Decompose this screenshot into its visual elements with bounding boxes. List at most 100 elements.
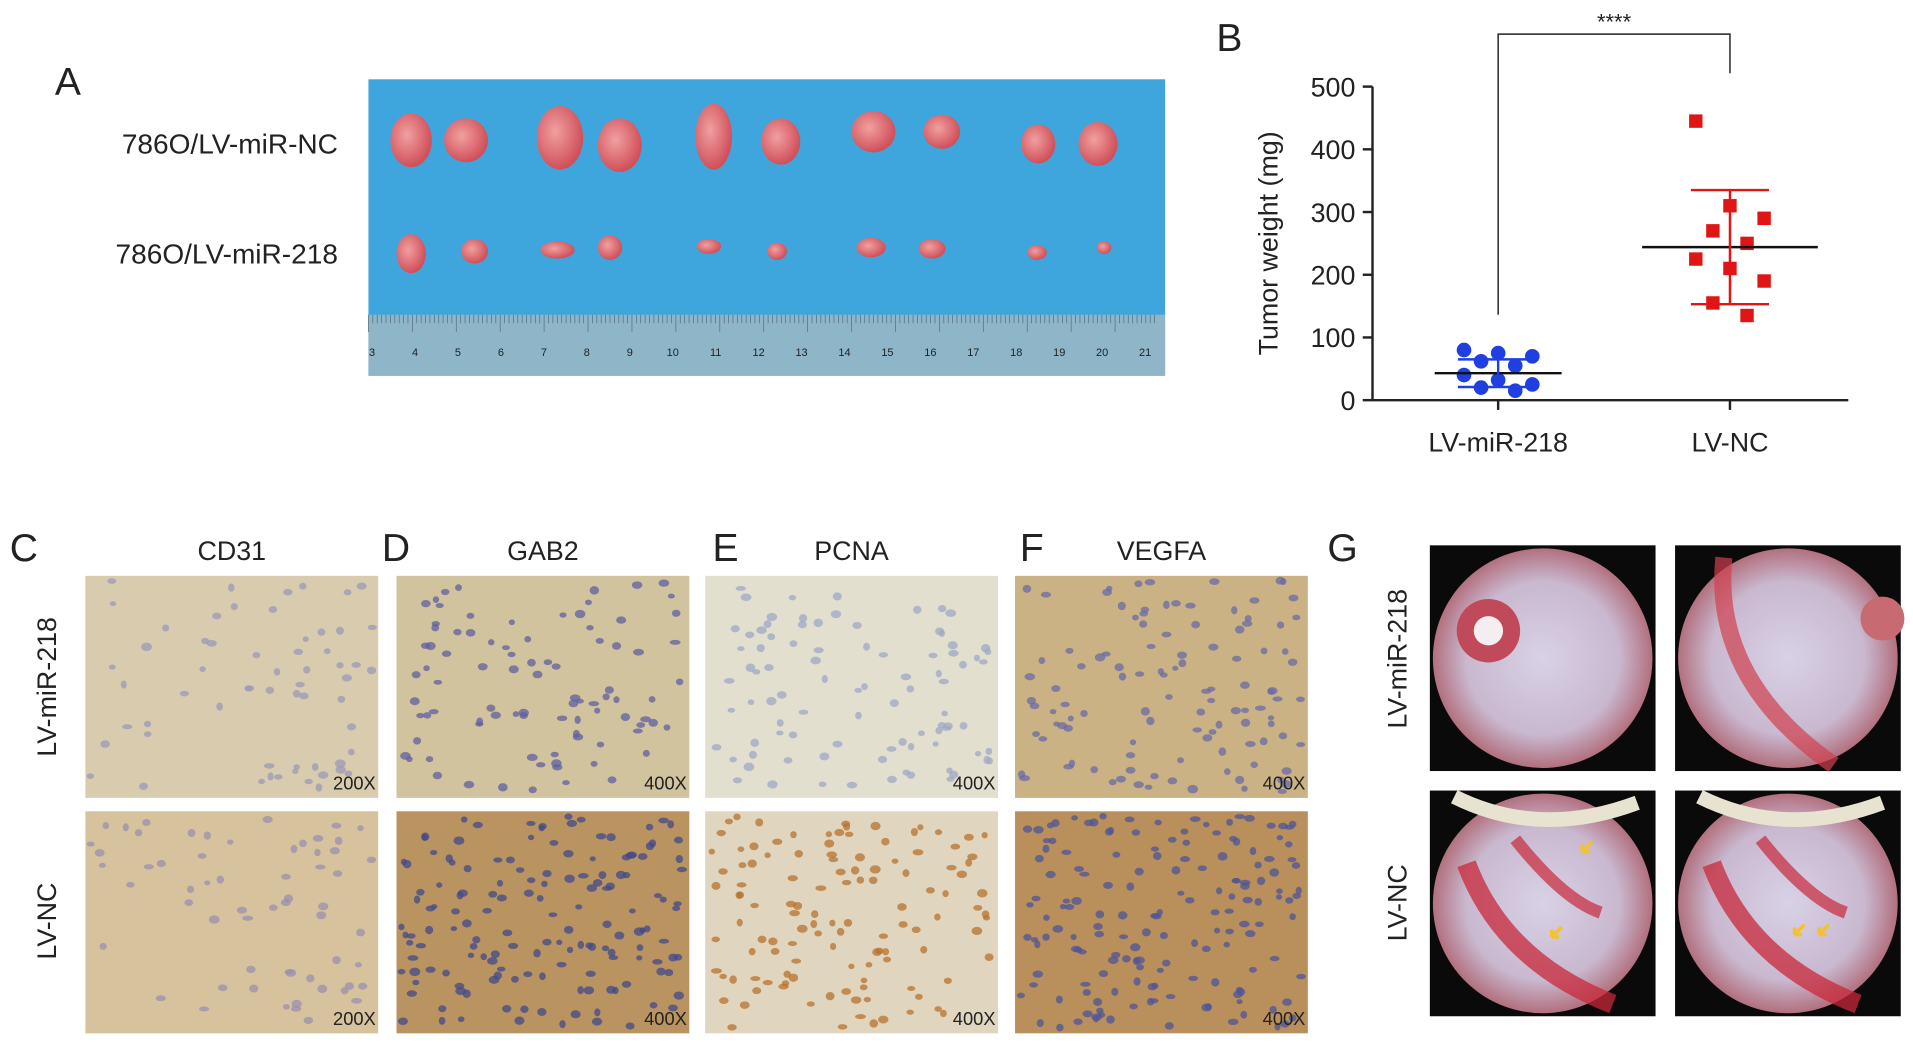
nucleus [1278, 732, 1288, 740]
nucleus [496, 894, 507, 902]
nucleus [337, 695, 346, 703]
nucleus [672, 905, 681, 912]
nucleus [1146, 716, 1155, 726]
nucleus [981, 832, 988, 839]
nucleus [1106, 1015, 1115, 1024]
nucleus [868, 876, 878, 885]
nucleus [397, 1017, 408, 1025]
nucleus [457, 1016, 465, 1023]
nucleus [1150, 846, 1160, 852]
nucleus [1130, 943, 1141, 952]
data-point [1456, 367, 1472, 383]
nucleus [963, 833, 974, 841]
tumor [761, 118, 801, 165]
figure-content: A 786O/LV-miR-NC 786O/LV-miR-218 3 4 5 6 7 8 9 10 1… [10, 9, 1905, 1034]
nucleus [335, 626, 344, 635]
nucleus [1288, 1014, 1297, 1022]
ruler-label: 12 [752, 347, 764, 359]
nucleus [402, 859, 412, 869]
nucleus [708, 848, 716, 855]
magnification: 400X [644, 1008, 687, 1029]
nucleus [907, 985, 916, 992]
nucleus [950, 843, 961, 850]
nucleus [227, 583, 235, 592]
nucleus [865, 962, 873, 968]
nucleus [1244, 814, 1255, 822]
y-tick-label: 300 [1311, 198, 1356, 228]
nucleus [486, 704, 496, 712]
nucleus [463, 780, 475, 789]
nucleus [559, 1020, 566, 1029]
nucleus [1034, 940, 1041, 949]
nucleus [898, 921, 908, 928]
nucleus [1125, 766, 1136, 774]
nucleus [1254, 861, 1262, 869]
nucleus [432, 596, 440, 604]
nucleus [356, 582, 367, 590]
magnification: 400X [953, 772, 996, 793]
ruler-label: 21 [1139, 347, 1151, 359]
nucleus [126, 881, 135, 888]
nucleus [1240, 681, 1250, 689]
nucleus [562, 780, 570, 786]
nucleus [1234, 814, 1246, 820]
nucleus [230, 603, 238, 611]
nucleus [636, 944, 644, 951]
nucleus [830, 610, 842, 619]
nucleus [548, 912, 558, 918]
nucleus [201, 637, 210, 645]
nucleus [605, 882, 615, 891]
nucleus [648, 696, 656, 703]
nucleus [438, 1005, 447, 1013]
data-point [1490, 345, 1506, 361]
nucleus [346, 723, 357, 731]
nucleus [1238, 920, 1250, 928]
nucleus [107, 578, 117, 584]
nucleus [406, 990, 418, 997]
nucleus [1048, 837, 1057, 845]
ruler-label: 10 [667, 347, 679, 359]
nucleus [331, 822, 342, 829]
ihc-image [1015, 575, 1308, 798]
significance: **** [1597, 9, 1632, 34]
nucleus [1073, 1018, 1083, 1025]
magnification: 400X [953, 1008, 996, 1029]
nucleus [1215, 720, 1223, 729]
nucleus [814, 930, 823, 937]
nucleus [477, 663, 488, 671]
nucleus [508, 942, 519, 950]
nucleus [1282, 998, 1292, 1006]
nucleus [1154, 819, 1162, 826]
nucleus [430, 850, 438, 856]
nucleus [197, 853, 207, 859]
nucleus [841, 879, 852, 886]
nucleus [1177, 757, 1185, 764]
nucleus [122, 823, 129, 832]
nucleus [299, 839, 307, 848]
nucleus [472, 936, 481, 944]
nucleus [613, 696, 620, 704]
nucleus [487, 639, 495, 646]
nucleus [102, 822, 110, 830]
nucleus [1042, 844, 1050, 853]
nucleus [1245, 930, 1256, 938]
nucleus [750, 738, 760, 747]
nucleus [413, 737, 422, 745]
nucleus [745, 631, 755, 639]
nucleus [1070, 945, 1082, 953]
row-label: 786O/LV-miR-NC [122, 129, 338, 160]
nucleus [563, 849, 574, 858]
nucleus [453, 836, 465, 845]
nucleus [1092, 1015, 1100, 1023]
nucleus [1022, 584, 1032, 593]
nucleus [878, 652, 889, 658]
nucleus [1278, 822, 1288, 830]
nucleus [1149, 998, 1159, 1004]
nucleus [727, 1024, 737, 1031]
panel-letter: C [10, 527, 38, 570]
row-label: 786O/LV-miR-218 [116, 239, 338, 270]
nucleus [920, 945, 928, 954]
nucleus [762, 979, 773, 986]
nucleus [539, 972, 546, 981]
nucleus [1254, 898, 1262, 906]
